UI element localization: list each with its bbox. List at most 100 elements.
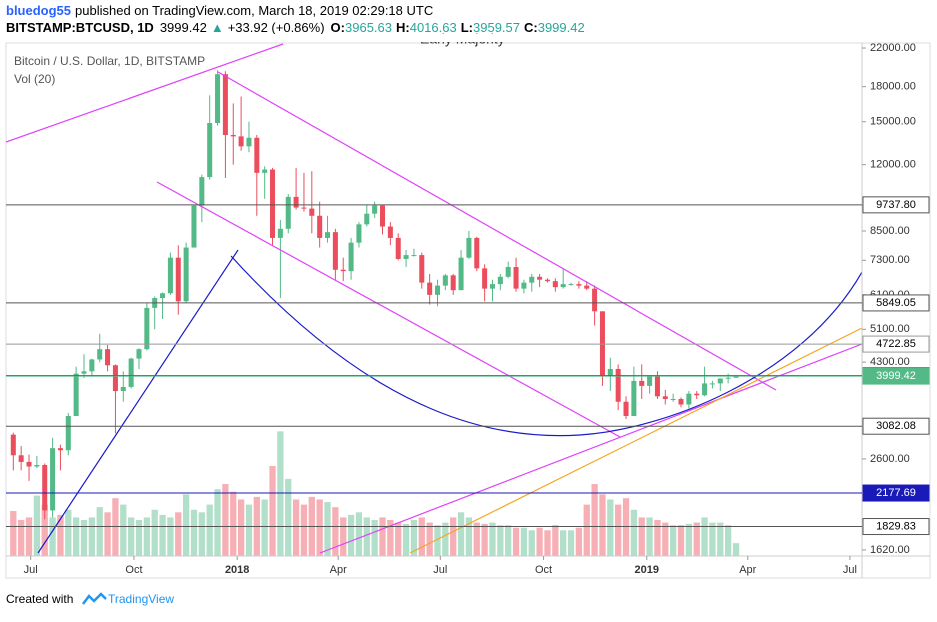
volume-bar	[528, 530, 535, 556]
volume-bar	[685, 523, 693, 556]
candle-body	[607, 368, 613, 377]
level-label-box	[862, 484, 930, 502]
candle-body	[419, 255, 425, 283]
arc	[230, 255, 862, 437]
volume-bar	[143, 517, 150, 556]
volume-bar	[725, 525, 732, 556]
volume-bar	[127, 517, 135, 556]
volume-bar	[622, 498, 630, 556]
trendline	[217, 71, 777, 391]
candle-body	[364, 213, 370, 225]
candle-body	[254, 137, 260, 173]
volume-bar	[638, 517, 645, 556]
candle-body	[332, 232, 338, 270]
volume-bar	[182, 494, 190, 556]
candle-body	[105, 349, 111, 366]
volume-bar	[410, 520, 418, 556]
volume-bar	[693, 522, 700, 556]
volume-bar	[277, 431, 284, 556]
volume-bar	[387, 520, 394, 556]
x-tick-label: Oct	[125, 564, 142, 576]
candle-body	[686, 393, 692, 405]
candle-body	[403, 255, 409, 259]
volume-bar	[159, 514, 166, 556]
candle-body	[458, 257, 464, 291]
candle-body	[482, 268, 488, 289]
volume-bar	[10, 511, 17, 556]
ohlc-label: L:	[461, 20, 473, 35]
level-label-box	[862, 367, 930, 385]
candle-body	[427, 282, 433, 295]
candle-body	[136, 349, 142, 359]
level-label: 9737.80	[876, 199, 916, 211]
candle-body	[81, 371, 87, 374]
candle-body	[10, 434, 16, 456]
level-label-box	[862, 335, 930, 353]
x-tick-label: Jul	[24, 564, 38, 576]
candle-body	[513, 266, 519, 289]
level-label: 3082.08	[876, 420, 916, 432]
volume-bar	[222, 484, 229, 556]
candle-body	[505, 266, 511, 277]
volume-bar	[379, 517, 386, 556]
brand[interactable]: TradingView	[108, 592, 174, 606]
candle-body	[529, 276, 535, 283]
candle-body	[270, 169, 276, 238]
symbol: BITSTAMP:BTCUSD, 1D	[6, 20, 154, 35]
volume-bar	[261, 499, 268, 556]
volume-bar	[363, 517, 370, 556]
candle-body	[544, 279, 550, 282]
candle-body	[277, 228, 283, 238]
candle-body	[521, 282, 527, 289]
volume-bar	[505, 525, 512, 556]
y-tick-label: 5100.00	[870, 323, 910, 335]
candle-body	[191, 205, 197, 248]
header-mask	[0, 34, 862, 42]
candle-body	[144, 307, 150, 350]
level-label-box	[862, 417, 930, 435]
candle-body	[356, 224, 362, 243]
candle-body	[348, 242, 354, 272]
volume-bar	[167, 517, 174, 556]
user[interactable]: bluedog55	[6, 3, 71, 18]
candle-body	[584, 285, 590, 289]
volume-bar	[520, 527, 528, 556]
candle-body	[199, 177, 205, 206]
candle-body	[285, 196, 291, 229]
volume-bar	[732, 543, 740, 556]
candle-body	[639, 380, 645, 386]
level-label: 5849.05	[876, 297, 916, 309]
candle-body	[678, 399, 684, 405]
plot	[10, 70, 740, 556]
volume-bar	[670, 525, 677, 556]
candle-body	[175, 257, 181, 302]
y-tick-label: 4300.00	[870, 356, 910, 368]
candle-body	[442, 275, 448, 286]
candle-body	[34, 464, 40, 467]
volume-bar	[18, 520, 25, 556]
candle-body	[654, 376, 660, 397]
x-tick-label: Apr	[739, 564, 756, 576]
volume-bar	[65, 509, 72, 556]
volume-bar	[677, 525, 685, 556]
volume-bar	[395, 522, 402, 556]
x-tick-label: Jul	[843, 564, 857, 576]
volume-bar	[552, 525, 559, 556]
candle-body	[120, 386, 126, 392]
volume-bar	[560, 530, 567, 556]
y-tick-label: 18000.00	[870, 81, 916, 93]
volume-bar	[41, 504, 48, 556]
volume-bar	[646, 517, 653, 556]
volume-bar	[442, 522, 449, 556]
candle-body	[65, 416, 71, 451]
volume-bar	[615, 504, 622, 556]
candle-body	[215, 74, 221, 124]
volume-bar	[25, 517, 33, 556]
candle-body	[474, 237, 480, 269]
volume-bar	[481, 523, 488, 556]
ohlc-label: C:	[524, 20, 538, 35]
candle-body	[733, 376, 739, 378]
trendline	[156, 181, 621, 438]
